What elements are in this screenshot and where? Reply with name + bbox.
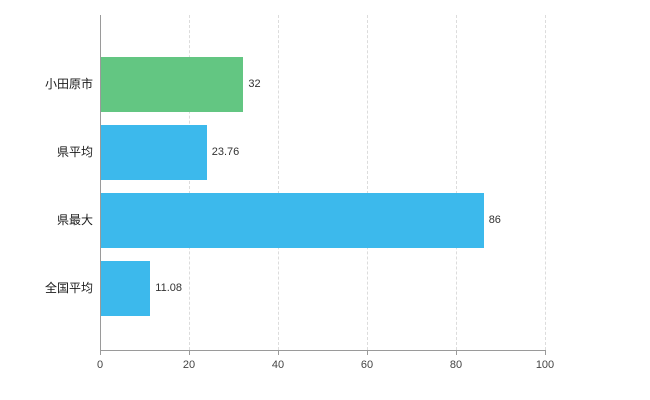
x-tick-mark-100 — [545, 350, 546, 355]
x-tick-mark-60 — [367, 350, 368, 355]
value-label-小田原市: 32 — [248, 78, 261, 90]
gridline-x-80 — [456, 15, 457, 350]
gridline-x-40 — [278, 15, 279, 350]
x-tick-label-60: 60 — [360, 359, 374, 371]
gridline-x-60 — [367, 15, 368, 350]
gridline-x-100 — [545, 15, 546, 350]
x-tick-label-0: 0 — [96, 359, 104, 371]
gridline-x-20 — [189, 15, 190, 350]
x-tick-mark-20 — [189, 350, 190, 355]
x-tick-mark-40 — [278, 350, 279, 355]
bar-全国平均 — [101, 260, 151, 316]
bar-県最大 — [101, 192, 484, 248]
x-tick-mark-0 — [100, 350, 101, 355]
x-axis-line — [100, 350, 545, 351]
category-label-全国平均: 全国平均 — [44, 281, 93, 295]
value-label-県平均: 23.76 — [211, 146, 240, 158]
category-label-県平均: 県平均 — [56, 145, 93, 159]
value-label-県最大: 86 — [488, 214, 501, 226]
bar-県平均 — [101, 124, 207, 180]
category-label-県最大: 県最大 — [56, 213, 93, 227]
x-tick-label-80: 80 — [449, 359, 463, 371]
y-axis-line — [100, 15, 101, 350]
value-label-全国平均: 11.08 — [155, 282, 183, 294]
x-tick-label-100: 100 — [535, 359, 555, 371]
x-tick-label-40: 40 — [271, 359, 285, 371]
category-label-小田原市: 小田原市 — [44, 77, 93, 91]
x-tick-mark-80 — [456, 350, 457, 355]
x-tick-label-20: 20 — [182, 359, 196, 371]
bar-小田原市 — [101, 56, 244, 112]
